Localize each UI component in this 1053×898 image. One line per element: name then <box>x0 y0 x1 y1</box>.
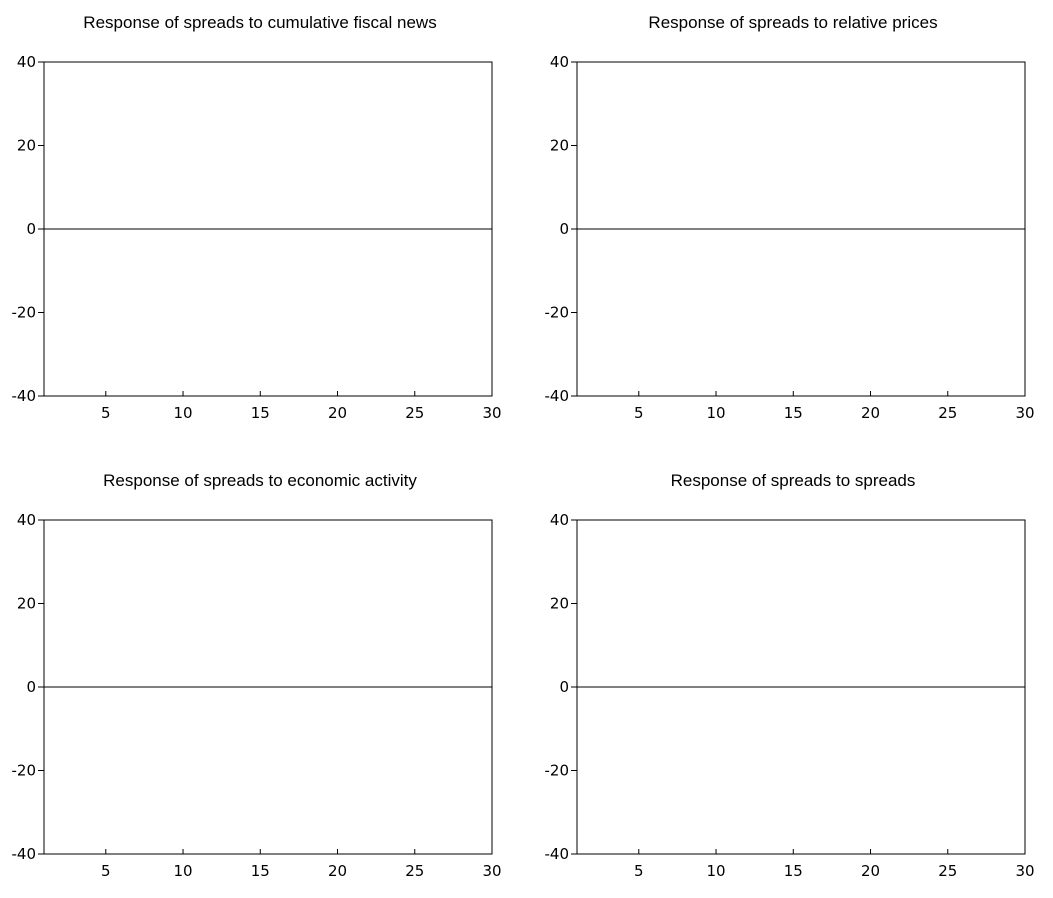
chart-panel-3: Response of spreads to economic activity… <box>0 458 520 898</box>
x-tick-label: 30 <box>482 862 501 880</box>
x-tick-label: 10 <box>173 404 192 422</box>
x-tick-label: 5 <box>634 862 644 880</box>
y-tick-label: -20 <box>12 304 37 322</box>
chart-title: Response of spreads to cumulative fiscal… <box>83 13 437 32</box>
y-tick-label: 20 <box>17 137 36 155</box>
x-tick-label: 5 <box>101 404 111 422</box>
y-tick-label: -40 <box>545 845 570 863</box>
x-tick-label: 15 <box>784 404 803 422</box>
x-tick-label: 30 <box>482 404 501 422</box>
x-tick-label: 10 <box>706 862 725 880</box>
x-tick-label: 30 <box>1015 862 1034 880</box>
y-tick-label: 0 <box>26 220 36 238</box>
chart-title: Response of spreads to relative prices <box>648 13 938 32</box>
y-tick-label: -40 <box>12 845 37 863</box>
chart-panel-2: Response of spreads to relative prices 4… <box>533 0 1053 440</box>
y-tick-label: 40 <box>17 53 36 71</box>
x-tick-label: 25 <box>405 404 424 422</box>
plot-area: 40 20 0 -20 -40 5 10 15 20 25 30 <box>545 511 1035 880</box>
x-tick-label: 10 <box>173 862 192 880</box>
y-tick-label: 0 <box>559 220 569 238</box>
y-tick-label: -20 <box>12 762 37 780</box>
chart-title: Response of spreads to spreads <box>670 471 916 490</box>
y-tick-label: 40 <box>17 511 36 529</box>
y-tick-label: -20 <box>545 762 570 780</box>
x-tick-label: 15 <box>251 862 270 880</box>
x-tick-label: 25 <box>938 862 957 880</box>
y-tick-label: 40 <box>550 53 569 71</box>
x-tick-label: 15 <box>784 862 803 880</box>
chart-panel-1: Response of spreads to cumulative fiscal… <box>0 0 520 440</box>
y-tick-label: 20 <box>550 137 569 155</box>
x-tick-label: 20 <box>861 862 880 880</box>
plot-area: 40 20 0 -20 -40 5 10 15 20 25 30 <box>12 511 502 880</box>
x-tick-label: 5 <box>634 404 644 422</box>
y-tick-label: 40 <box>550 511 569 529</box>
x-tick-label: 15 <box>251 404 270 422</box>
x-tick-label: 30 <box>1015 404 1034 422</box>
y-tick-label: -40 <box>545 387 570 405</box>
x-tick-label: 20 <box>861 404 880 422</box>
y-tick-label: 20 <box>17 595 36 613</box>
x-tick-label: 10 <box>706 404 725 422</box>
x-tick-label: 5 <box>101 862 111 880</box>
plot-area: 40 20 0 -20 -40 5 10 15 20 25 30 <box>545 53 1035 422</box>
y-tick-label: 0 <box>559 678 569 696</box>
x-tick-label: 25 <box>938 404 957 422</box>
chart-title: Response of spreads to economic activity <box>103 471 417 490</box>
x-tick-label: 25 <box>405 862 424 880</box>
y-tick-label: -20 <box>545 304 570 322</box>
x-tick-label: 20 <box>328 404 347 422</box>
y-tick-label: 20 <box>550 595 569 613</box>
chart-panel-4: Response of spreads to spreads 40 20 0 -20 -… <box>533 458 1053 898</box>
plot-area: 40 20 0 -20 -40 5 10 15 20 25 30 <box>12 53 502 422</box>
x-tick-label: 20 <box>328 862 347 880</box>
y-tick-label: 0 <box>26 678 36 696</box>
y-tick-label: -40 <box>12 387 37 405</box>
